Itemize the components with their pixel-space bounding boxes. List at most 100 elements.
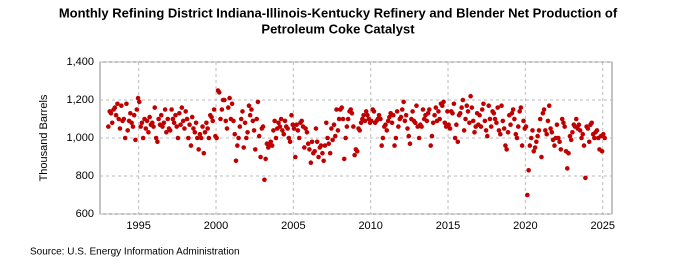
data-point: [487, 116, 493, 122]
x-tick-label: 2025: [590, 220, 614, 232]
data-point: [541, 107, 547, 112]
data-point: [282, 118, 288, 124]
data-point: [392, 143, 397, 148]
data-point: [299, 118, 305, 124]
data-point: [263, 156, 268, 162]
data-point: [293, 154, 298, 160]
x-tick-label: 2000: [204, 220, 228, 232]
data-point: [180, 118, 186, 124]
data-point: [429, 133, 435, 139]
data-point: [461, 128, 467, 133]
data-point: [340, 116, 346, 122]
data-point: [224, 126, 230, 131]
data-point: [344, 124, 350, 129]
data-point: [198, 135, 204, 141]
data-point: [256, 133, 262, 139]
data-point: [396, 124, 401, 129]
data-point: [440, 103, 445, 108]
data-point: [503, 143, 508, 148]
data-point: [334, 107, 339, 112]
y-axis-label: Thousand Barrels: [38, 94, 50, 181]
data-point: [186, 135, 191, 141]
data-point: [184, 116, 190, 122]
data-point: [247, 112, 253, 118]
data-point: [436, 109, 441, 114]
data-point: [583, 175, 588, 181]
data-point: [335, 128, 341, 133]
data-point: [240, 109, 245, 114]
data-point: [341, 156, 347, 162]
data-point: [162, 107, 168, 112]
data-point: [412, 120, 418, 126]
data-point: [389, 120, 395, 126]
data-point: [336, 116, 342, 122]
data-point: [492, 116, 498, 122]
data-point: [179, 105, 185, 110]
data-point: [202, 130, 208, 135]
data-point: [200, 124, 205, 129]
data-point: [160, 124, 165, 129]
data-point: [362, 118, 368, 124]
data-point: [530, 128, 535, 133]
data-point: [378, 116, 383, 122]
data-point: [482, 118, 488, 124]
data-point: [457, 111, 463, 116]
data-point: [535, 133, 540, 139]
data-point: [125, 128, 130, 133]
data-point: [512, 116, 517, 122]
data-point: [149, 120, 155, 126]
data-point: [197, 131, 203, 137]
data-point: [139, 120, 145, 126]
data-point: [496, 128, 502, 133]
data-point: [277, 124, 283, 129]
data-point: [552, 143, 557, 148]
data-point: [170, 116, 176, 122]
data-point: [229, 101, 235, 107]
data-point: [478, 124, 484, 129]
data-point: [169, 107, 174, 112]
data-point: [175, 135, 181, 141]
data-point: [599, 149, 605, 154]
data-point: [559, 116, 565, 122]
data-point: [427, 107, 432, 112]
data-point: [369, 118, 374, 124]
data-point: [390, 112, 396, 118]
data-point: [205, 126, 210, 131]
data-point: [314, 139, 320, 145]
data-point: [504, 147, 509, 152]
data-point: [398, 114, 404, 120]
data-point: [379, 143, 384, 148]
data-point: [464, 103, 470, 108]
data-point: [316, 154, 321, 160]
data-point: [318, 143, 324, 148]
data-point: [419, 124, 424, 129]
data-point: [577, 128, 583, 133]
data-point: [151, 124, 156, 129]
data-point: [567, 133, 573, 139]
data-point: [108, 111, 114, 116]
data-point: [167, 128, 173, 133]
data-point: [561, 120, 566, 126]
source: Source: U.S. Energy Information Administ…: [30, 247, 240, 258]
data-point: [216, 90, 222, 95]
data-point: [194, 135, 200, 141]
data-point: [486, 103, 492, 108]
data-point: [309, 139, 315, 145]
data-point: [556, 135, 561, 141]
data-point: [433, 105, 439, 110]
data-point: [339, 105, 345, 110]
data-point: [119, 103, 124, 108]
data-point: [365, 112, 370, 118]
data-point: [407, 141, 413, 146]
data-point: [312, 149, 317, 154]
data-point: [424, 118, 430, 124]
data-point: [225, 105, 231, 110]
data-point: [549, 130, 555, 135]
data-point: [321, 158, 326, 164]
data-point: [513, 131, 519, 137]
data-point: [287, 139, 293, 145]
data-point: [428, 143, 434, 148]
data-point: [531, 149, 537, 154]
data-point: [258, 154, 263, 160]
